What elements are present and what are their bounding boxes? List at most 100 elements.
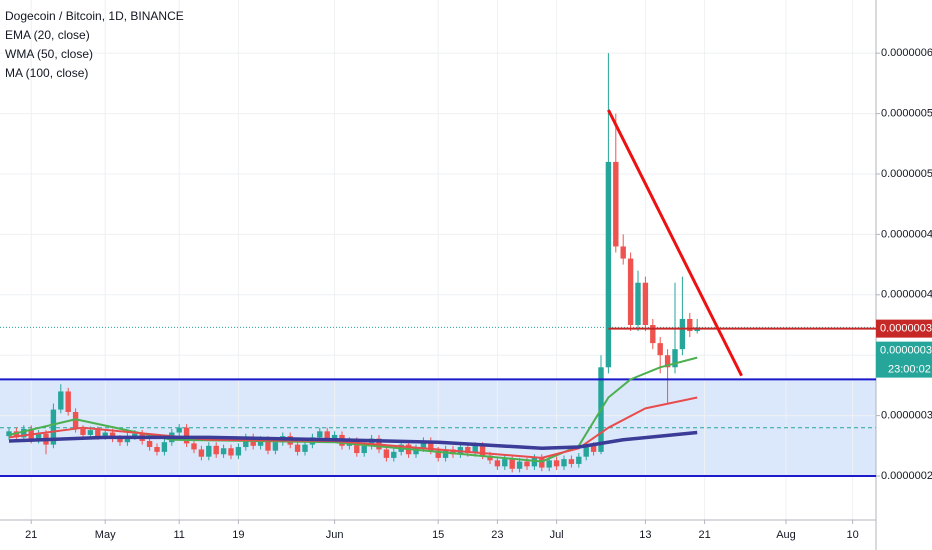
y-tick-label: 0.00000060 [881,47,932,59]
candle-body [228,448,234,456]
candle-body [442,449,449,458]
candle-body [109,432,116,439]
candle-body [361,445,367,454]
candle-body [472,445,478,454]
candle-body [502,459,508,467]
candle-body [35,433,42,440]
candle-body [80,428,86,435]
candle-body [687,318,693,332]
candle-body [183,427,190,444]
x-tick-label: 23 [491,529,503,541]
y-tick-label: 0.00000025 [881,470,932,482]
candle-body [539,457,545,468]
candle-body [294,444,301,452]
candle-body [435,450,441,458]
candle-body [132,433,138,437]
candle-body [331,434,338,439]
candle-body [124,436,131,443]
candle-body [642,282,649,325]
candle-body [546,460,552,468]
candle-body [50,409,57,445]
candle-body [65,391,71,412]
legend-entry: EMA (20, close) [5,28,90,42]
y-tick-label: 0.00000055 [881,107,932,119]
x-tick-label: 21 [698,529,710,541]
candle-body [102,432,108,437]
candle-body [154,447,160,452]
countdown-label: 23:00:02 [888,364,931,376]
candle-body [213,445,219,455]
x-tick-label: Jun [326,529,344,541]
x-tick-label: May [95,529,116,541]
candle-body [487,455,493,461]
candle-body [531,457,538,467]
x-tick-label: Jul [550,529,564,541]
candle-body [635,282,641,325]
x-tick-label: 13 [639,529,651,541]
legend-entry: WMA (50, close) [5,47,93,61]
candle-body [553,460,560,467]
candle-body [324,431,330,439]
candle-body [161,442,168,452]
x-tick-label: 19 [232,529,244,541]
candle-body [568,459,575,464]
candle-body [509,459,515,469]
candle-body [265,439,271,451]
legend-entry: MA (100, close) [5,66,88,80]
chart-title: Dogecoin / Bitcoin, 1D, BINANCE [5,9,184,23]
candle-body [583,445,589,457]
candle-body [561,459,567,467]
candle-body [72,411,79,429]
candle-body [524,461,530,467]
indicator-line [8,396,698,459]
candle-body [272,442,279,451]
candle-body [516,461,523,469]
candle-body [58,391,64,410]
candle-body [672,349,678,368]
candle-body [657,343,663,356]
candle-body [206,445,212,457]
candle-body [679,318,686,350]
resistance-price-label: 0.00000037 [880,323,932,335]
candle-body [21,428,27,438]
candle-body [95,430,101,437]
trend-line [607,109,743,377]
candle-body [191,443,197,450]
candle-body [243,437,249,448]
candle-body [220,448,227,455]
candle-body [576,456,582,464]
x-tick-label: 21 [25,529,37,541]
candle-body [479,445,486,456]
x-tick-label: 10 [846,529,858,541]
candle-body [391,451,397,458]
candle-body [117,438,123,443]
indicator-line [8,430,698,450]
candle-body [198,449,205,457]
candle-body [590,445,597,452]
candle-body [494,460,501,467]
x-tick-label: Aug [776,529,796,541]
last-price-box [876,341,932,378]
x-tick-label: 15 [432,529,444,541]
candle-body [605,161,612,368]
candle-body [13,431,20,438]
candle-body [176,427,182,433]
candle-body [6,431,12,437]
last-price-label: 0.00000037 [880,345,932,357]
candle-body [383,449,390,458]
x-tick-label: 11 [173,529,184,541]
candle-body [420,440,427,449]
candle-body [465,447,471,454]
candle-body [257,439,264,446]
candle-body [354,440,360,454]
candle-body [87,430,94,435]
resistance-price-box [876,319,932,338]
y-tick-label: 0.00000045 [881,228,932,240]
candle-body [317,431,323,438]
candle-body [302,444,308,452]
candle-body [146,440,153,448]
